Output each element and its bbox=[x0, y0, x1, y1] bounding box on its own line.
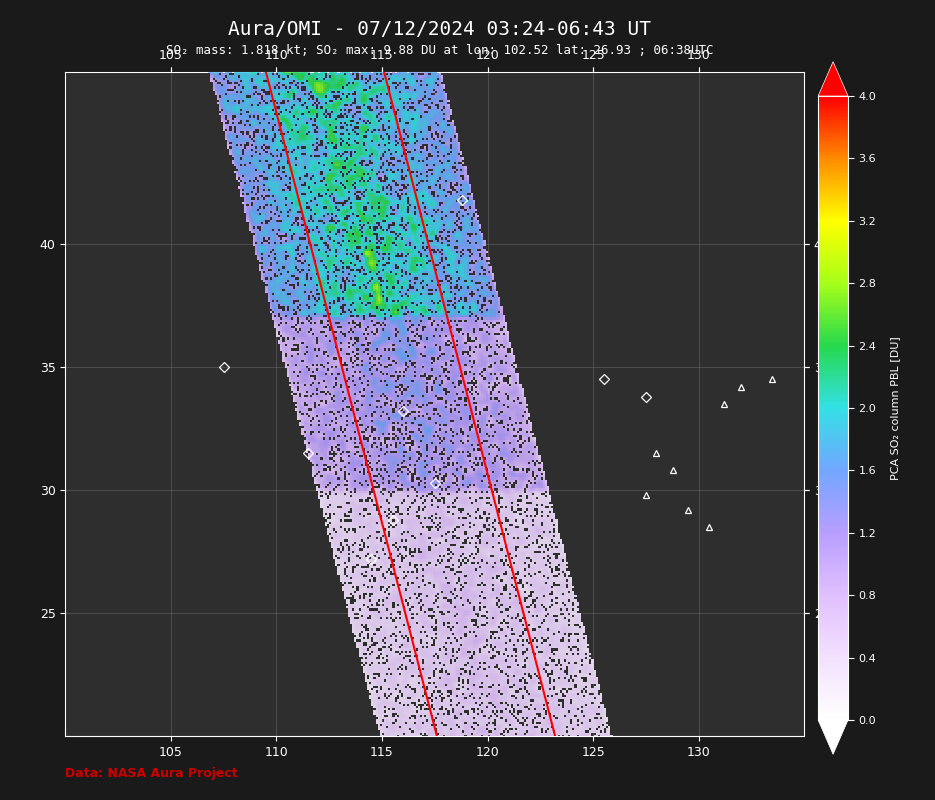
Text: SO₂ mass: 1.818 kt; SO₂ max: 9.88 DU at lon: 102.52 lat: 26.93 ; 06:38UTC: SO₂ mass: 1.818 kt; SO₂ max: 9.88 DU at … bbox=[165, 44, 713, 57]
Polygon shape bbox=[818, 720, 848, 754]
Y-axis label: PCA SO₂ column PBL [DU]: PCA SO₂ column PBL [DU] bbox=[890, 336, 900, 480]
Polygon shape bbox=[818, 62, 848, 96]
Text: Aura/OMI - 07/12/2024 03:24-06:43 UT: Aura/OMI - 07/12/2024 03:24-06:43 UT bbox=[228, 20, 651, 39]
Text: Data: NASA Aura Project: Data: NASA Aura Project bbox=[65, 767, 238, 780]
